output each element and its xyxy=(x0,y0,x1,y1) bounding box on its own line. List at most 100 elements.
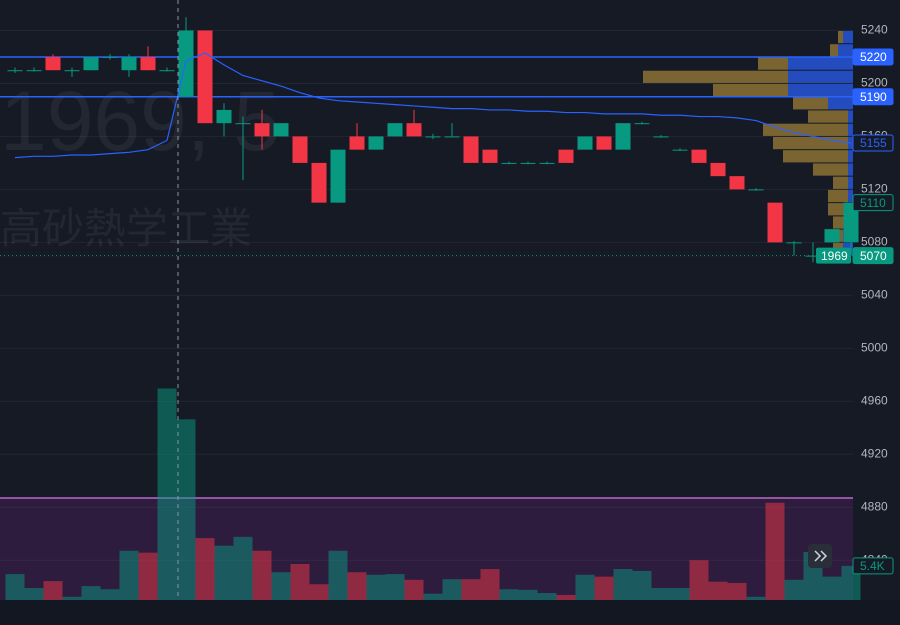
profile-up xyxy=(843,30,853,44)
volume-bar xyxy=(537,593,557,600)
candle-body xyxy=(520,162,536,164)
candle-body xyxy=(197,30,213,124)
profile-down xyxy=(643,70,788,83)
y-tick-label: 4920 xyxy=(861,446,888,460)
price-label: 5110 xyxy=(860,196,886,210)
y-tick-label: 5080 xyxy=(861,235,888,249)
profile-down xyxy=(828,203,848,216)
candle-body xyxy=(45,56,61,71)
y-tick-label: 4880 xyxy=(861,499,888,513)
volume-bar xyxy=(271,572,291,600)
candle-body xyxy=(615,123,631,150)
profile-up xyxy=(848,189,853,203)
volume-bar xyxy=(347,572,367,600)
price-label-box xyxy=(852,134,894,152)
candle-body xyxy=(558,149,574,163)
profile-up xyxy=(848,163,853,176)
y-tick-label: 5240 xyxy=(861,23,888,37)
volume-bar xyxy=(195,538,215,600)
volume-bar xyxy=(100,589,120,600)
volume-bar xyxy=(366,574,386,600)
volume-bar xyxy=(594,576,614,600)
scroll-icon[interactable] xyxy=(814,550,828,562)
profile-down xyxy=(813,163,848,176)
volume-bar xyxy=(461,579,481,600)
candle-body xyxy=(482,149,498,163)
volume-bar xyxy=(841,565,861,600)
profile-up xyxy=(838,44,853,57)
volume-bar xyxy=(24,588,44,600)
candle-body xyxy=(26,70,42,72)
candle-body xyxy=(140,56,156,71)
candle-body xyxy=(596,136,612,150)
y-tick-label: 5120 xyxy=(861,182,888,196)
candle-body xyxy=(425,136,441,138)
profile-up xyxy=(788,70,853,83)
volume-bar xyxy=(81,586,101,600)
price-label: 5155 xyxy=(860,136,887,150)
price-label-box xyxy=(852,88,894,106)
candle-body xyxy=(178,30,194,97)
volume-bar xyxy=(442,579,462,600)
candle-body xyxy=(501,162,517,164)
volume-bar xyxy=(5,574,25,600)
watermark-company: 高砂熱学工業 xyxy=(0,205,252,252)
volume-bar xyxy=(43,581,63,600)
profile-up xyxy=(848,176,853,189)
profile-down xyxy=(833,176,848,189)
candle-body xyxy=(368,136,384,150)
moving-average xyxy=(14,52,852,159)
volume-bar xyxy=(708,581,728,600)
volume-bar xyxy=(632,570,652,600)
volume-bar xyxy=(670,588,690,600)
scroll-button[interactable] xyxy=(808,544,832,568)
price-label: 5190 xyxy=(860,90,887,104)
volume-bar xyxy=(328,550,348,600)
candle-body xyxy=(121,56,137,71)
candle-body xyxy=(216,109,232,124)
candle-body xyxy=(159,70,175,72)
volume-bar xyxy=(138,552,158,600)
volume-bar xyxy=(556,594,576,600)
profile-down xyxy=(713,83,788,97)
watermark: 1969, 5 xyxy=(0,74,280,168)
symbol-tag: 1969 xyxy=(821,249,848,263)
price-label-box xyxy=(852,48,894,66)
candle-body xyxy=(691,149,707,163)
candle-body xyxy=(235,123,251,125)
volume-bar xyxy=(119,550,139,600)
candle-body xyxy=(843,202,859,243)
volume-bar xyxy=(290,564,310,600)
volume-label-box xyxy=(852,557,894,575)
volume-bar xyxy=(157,388,177,600)
candle-body xyxy=(330,149,346,203)
candle-body xyxy=(729,176,745,190)
profile-down xyxy=(773,136,848,150)
volume-bar xyxy=(689,560,709,600)
candle-body xyxy=(710,162,726,177)
candle-body xyxy=(292,136,308,163)
volume-bar xyxy=(176,419,196,600)
candle-body xyxy=(254,123,270,137)
price-label-box xyxy=(852,194,894,212)
y-tick-label: 5200 xyxy=(861,76,888,90)
candle-body xyxy=(7,70,23,72)
candle-body xyxy=(387,123,403,137)
time-axis xyxy=(0,600,900,625)
volume-bar xyxy=(765,502,785,600)
candle-body xyxy=(463,136,479,163)
volume-bar xyxy=(62,596,82,600)
profile-up xyxy=(828,97,853,110)
profile-down xyxy=(808,110,848,123)
profile-down xyxy=(830,44,838,57)
volume-bar xyxy=(746,596,766,600)
candle-body xyxy=(539,162,555,164)
candle-body xyxy=(83,56,99,71)
profile-down xyxy=(828,189,848,203)
profile-down xyxy=(783,150,848,163)
price-label: 5220 xyxy=(860,50,887,64)
candle-body xyxy=(406,123,422,137)
volume-bar xyxy=(233,536,253,600)
profile-up xyxy=(848,110,853,123)
